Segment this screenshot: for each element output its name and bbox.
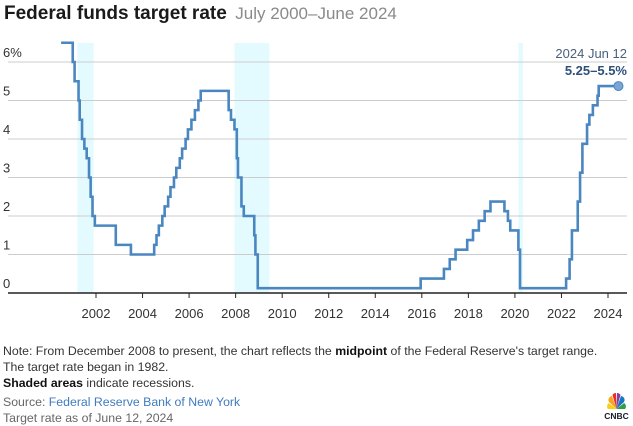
- x-tick-label: 2004: [128, 306, 157, 321]
- chart-subtitle: July 2000–June 2024: [235, 4, 397, 23]
- y-tick-label: 6%: [3, 45, 22, 60]
- annotation-value: 5.25–5.5%: [565, 63, 628, 78]
- chart-plot: 0 1 2 3 4 5 6% 2002 2004 2006 2008 2010 2012 2014 201…: [3, 41, 628, 321]
- y-tick-label: 4: [3, 122, 10, 137]
- notes-block: Note: From December 2008 to present, the…: [3, 343, 603, 426]
- x-tick-label: 2008: [221, 306, 250, 321]
- x-tick-label: 2024: [594, 306, 623, 321]
- source-line: Source: Federal Reserve Bank of New York: [3, 394, 241, 409]
- chart-title: Federal funds target rate: [4, 3, 227, 24]
- annotation-date: 2024 Jun 12: [555, 46, 627, 61]
- y-tick-labels-group: 0 1 2 3 4 5 6%: [3, 45, 22, 291]
- gridlines-group: [8, 61, 627, 255]
- asof-line: Target rate as of June 12, 2024: [3, 410, 174, 425]
- x-tick-label: 2012: [314, 306, 343, 321]
- y-tick-label: 1: [3, 238, 10, 253]
- rate-line: [61, 41, 619, 290]
- x-tick-label: 2016: [407, 306, 436, 321]
- note-midpoint: Note: From December 2008 to present, the…: [3, 344, 598, 375]
- x-tick-label: 2018: [454, 306, 483, 321]
- chart-title-row: Federal funds target rate July 2000–June…: [4, 3, 397, 25]
- peacock-icon: [606, 392, 627, 409]
- x-tick-label: 2006: [175, 306, 204, 321]
- x-tick-label: 2010: [268, 306, 297, 321]
- end-point-marker: [613, 81, 624, 92]
- x-axis-group: 2002 2004 2006 2008 2010 2012 2014 2016 2018 2020…: [8, 292, 627, 321]
- x-tick-label: 2022: [547, 306, 576, 321]
- source-link[interactable]: Federal Reserve Bank of New York: [48, 394, 241, 409]
- recession-band: [234, 43, 270, 293]
- x-tick-label: 2002: [82, 306, 111, 321]
- cnbc-logo: CNBC: [604, 392, 629, 421]
- recession-band: [77, 43, 94, 293]
- note-shaded: Shaded areas indicate recessions.: [3, 376, 195, 391]
- note-midpoint-bold: midpoint: [335, 344, 388, 358]
- x-tick-label: 2014: [361, 306, 390, 321]
- y-tick-label: 5: [3, 84, 10, 99]
- x-tick-label: 2020: [500, 306, 529, 321]
- y-tick-label: 3: [3, 161, 10, 176]
- note-shaded-bold: Shaded areas: [3, 376, 83, 391]
- cnbc-wordmark: CNBC: [604, 411, 629, 421]
- recession-shading-group: [77, 43, 524, 293]
- y-tick-label: 2: [3, 199, 10, 214]
- recession-band: [518, 43, 524, 293]
- y-tick-label: 0: [3, 276, 10, 291]
